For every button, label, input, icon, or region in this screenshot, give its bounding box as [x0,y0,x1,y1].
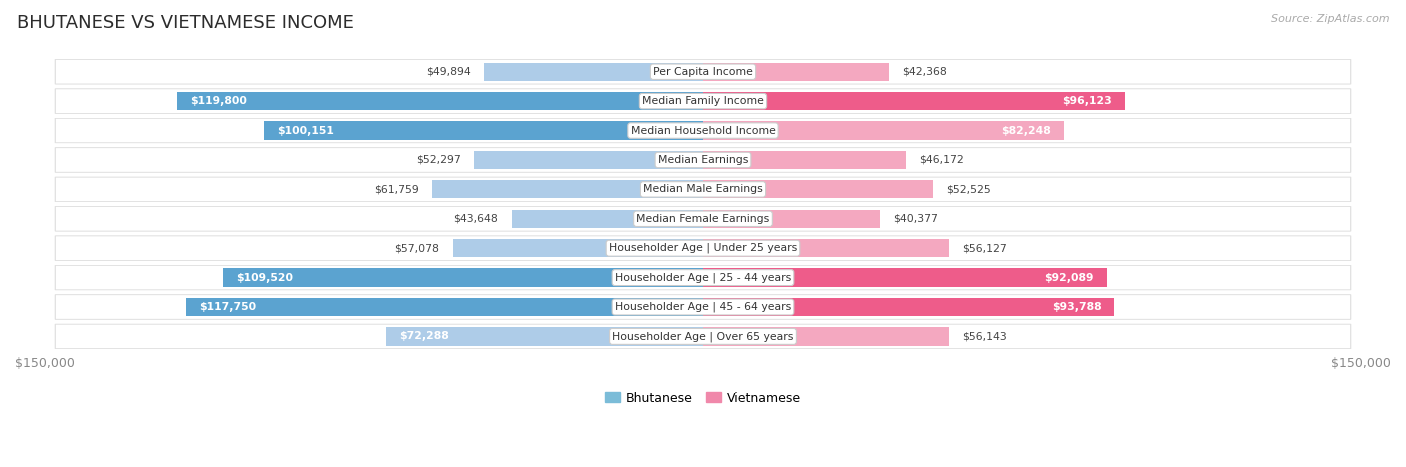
Text: $49,894: $49,894 [426,67,471,77]
Bar [703,269,1107,287]
Text: $61,759: $61,759 [374,184,419,194]
Bar [177,92,703,110]
Text: $42,368: $42,368 [903,67,946,77]
Bar [474,151,703,169]
Bar [432,180,703,198]
Text: Householder Age | Over 65 years: Householder Age | Over 65 years [612,331,794,342]
Bar [222,269,703,287]
FancyBboxPatch shape [55,177,1351,202]
FancyBboxPatch shape [55,118,1351,143]
Bar [703,180,934,198]
FancyBboxPatch shape [55,148,1351,172]
Text: BHUTANESE VS VIETNAMESE INCOME: BHUTANESE VS VIETNAMESE INCOME [17,14,354,32]
Text: $117,750: $117,750 [200,302,257,312]
FancyBboxPatch shape [55,59,1351,84]
Bar [264,121,703,140]
Text: $52,297: $52,297 [416,155,460,165]
Bar [703,298,1115,316]
Bar [703,92,1125,110]
Bar [484,63,703,81]
Text: $57,078: $57,078 [395,243,440,253]
Text: Householder Age | 25 - 44 years: Householder Age | 25 - 44 years [614,272,792,283]
Bar [453,239,703,257]
Text: $93,788: $93,788 [1052,302,1101,312]
FancyBboxPatch shape [55,206,1351,231]
Text: $92,089: $92,089 [1045,273,1094,283]
Text: Householder Age | 45 - 64 years: Householder Age | 45 - 64 years [614,302,792,312]
FancyBboxPatch shape [55,177,1351,202]
Text: Source: ZipAtlas.com: Source: ZipAtlas.com [1271,14,1389,24]
Text: Per Capita Income: Per Capita Income [652,67,754,77]
FancyBboxPatch shape [55,59,1351,84]
Text: $52,525: $52,525 [946,184,991,194]
Text: Median Family Income: Median Family Income [643,96,763,106]
Text: $56,127: $56,127 [962,243,1007,253]
FancyBboxPatch shape [55,324,1351,349]
Bar [703,63,889,81]
Bar [703,327,949,346]
Bar [187,298,703,316]
FancyBboxPatch shape [55,236,1351,261]
FancyBboxPatch shape [55,236,1351,261]
FancyBboxPatch shape [55,265,1351,290]
Bar [385,327,703,346]
Text: Median Earnings: Median Earnings [658,155,748,165]
Text: $56,143: $56,143 [963,332,1007,341]
Bar [703,151,905,169]
Text: $72,288: $72,288 [399,332,449,341]
Text: Median Household Income: Median Household Income [630,126,776,135]
FancyBboxPatch shape [55,118,1351,143]
FancyBboxPatch shape [55,89,1351,113]
Text: $40,377: $40,377 [893,214,938,224]
Text: $46,172: $46,172 [918,155,963,165]
FancyBboxPatch shape [55,295,1351,319]
Text: Householder Age | Under 25 years: Householder Age | Under 25 years [609,243,797,254]
FancyBboxPatch shape [55,324,1351,349]
Text: $82,248: $82,248 [1001,126,1050,135]
Text: $96,123: $96,123 [1062,96,1112,106]
Text: $119,800: $119,800 [191,96,247,106]
Text: $43,648: $43,648 [454,214,498,224]
FancyBboxPatch shape [55,295,1351,319]
Text: Median Female Earnings: Median Female Earnings [637,214,769,224]
FancyBboxPatch shape [55,265,1351,290]
Text: $109,520: $109,520 [236,273,292,283]
Text: Median Male Earnings: Median Male Earnings [643,184,763,194]
Legend: Bhutanese, Vietnamese: Bhutanese, Vietnamese [600,387,806,410]
Text: $100,151: $100,151 [277,126,333,135]
FancyBboxPatch shape [55,89,1351,113]
FancyBboxPatch shape [55,148,1351,172]
Bar [703,210,880,228]
FancyBboxPatch shape [55,206,1351,231]
Bar [703,239,949,257]
Bar [512,210,703,228]
Bar [703,121,1064,140]
